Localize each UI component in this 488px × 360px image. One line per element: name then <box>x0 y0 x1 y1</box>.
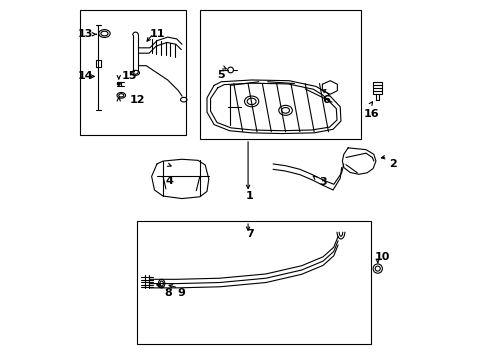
Text: 2: 2 <box>388 159 396 169</box>
Bar <box>137 221 370 344</box>
Text: 15: 15 <box>122 71 137 81</box>
Text: 14: 14 <box>78 71 93 81</box>
Text: 12: 12 <box>129 95 145 105</box>
Bar <box>200 10 360 139</box>
Text: 13: 13 <box>78 29 93 39</box>
Circle shape <box>117 82 120 85</box>
Text: 9: 9 <box>177 288 184 297</box>
Text: 1: 1 <box>245 191 253 201</box>
Text: 11: 11 <box>149 29 164 39</box>
Text: 3: 3 <box>319 177 326 187</box>
Text: 16: 16 <box>363 109 378 119</box>
Text: 8: 8 <box>164 288 172 297</box>
Text: 7: 7 <box>245 229 253 239</box>
Text: 10: 10 <box>374 252 389 262</box>
Bar <box>80 10 185 135</box>
Text: 6: 6 <box>322 95 330 105</box>
Text: 5: 5 <box>217 69 224 80</box>
Text: 4: 4 <box>165 176 173 186</box>
